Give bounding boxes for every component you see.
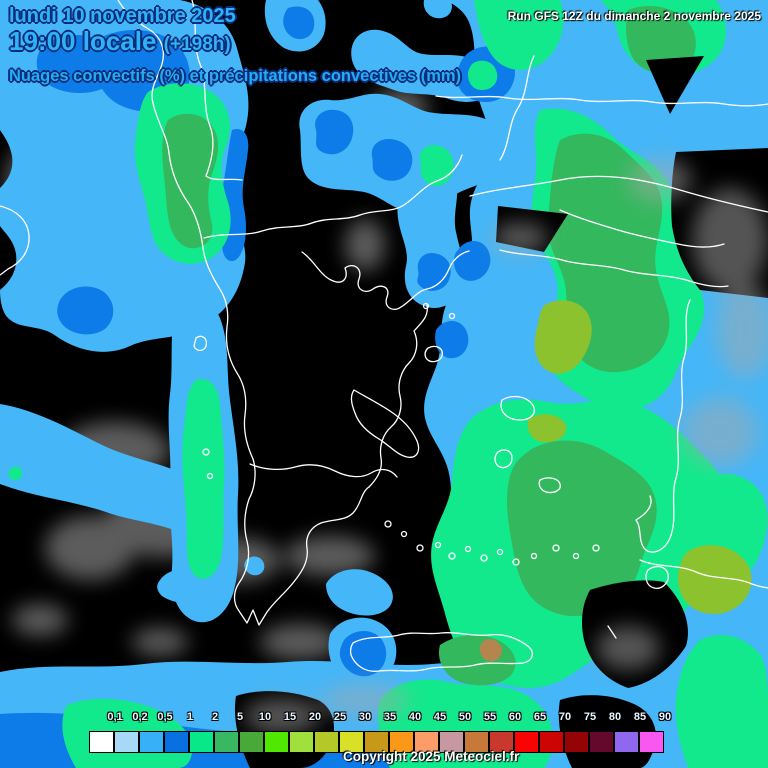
legend-label: 30 <box>358 711 372 723</box>
legend-label: 70 <box>558 711 572 723</box>
legend-label: 0,5 <box>157 711 173 723</box>
legend-swatch <box>264 731 289 753</box>
precipitation-legend <box>89 731 664 753</box>
copyright-text: Copyright 2025 Meteociel.fr <box>343 749 520 764</box>
legend-label: 20 <box>308 711 322 723</box>
legend-swatch <box>414 731 439 753</box>
time-title: 19:00 locale (+198h) <box>9 26 231 57</box>
legend-swatch <box>464 731 489 753</box>
legend-swatch <box>89 731 114 753</box>
cloud-cover-layer-front <box>244 158 768 734</box>
legend-swatch <box>339 731 364 753</box>
legend-swatch <box>289 731 314 753</box>
legend-label: 10 <box>258 711 272 723</box>
precip-intense-layer <box>527 300 752 615</box>
legend-label: 0,2 <box>132 711 148 723</box>
legend-swatch <box>614 731 639 753</box>
legend-swatch <box>564 731 589 753</box>
legend-label: 1 <box>186 711 194 723</box>
legend-label: 40 <box>408 711 422 723</box>
forecast-offset-label: (+198h) <box>163 34 231 55</box>
coastlines <box>0 0 768 672</box>
precip-spot <box>479 639 502 662</box>
legend-label: 35 <box>383 711 397 723</box>
legend-swatch <box>189 731 214 753</box>
legend-label: 45 <box>433 711 447 723</box>
legend-label: 25 <box>333 711 347 723</box>
map-subtitle: Nuages convectifs (%) et précipitations … <box>9 67 462 85</box>
legend-label: 5 <box>236 711 244 723</box>
legend-label: 55 <box>483 711 497 723</box>
date-title: lundi 10 novembre 2025 <box>9 5 236 27</box>
legend-label: 0,1 <box>107 711 123 723</box>
legend-swatch <box>139 731 164 753</box>
legend-swatch <box>589 731 614 753</box>
legend-label: 65 <box>533 711 547 723</box>
legend-swatch <box>364 731 389 753</box>
legend-swatch <box>214 731 239 753</box>
time-label: 19:00 locale <box>9 26 157 56</box>
legend-swatch <box>489 731 514 753</box>
legend-swatch <box>514 731 539 753</box>
legend-label: 90 <box>658 711 672 723</box>
legend-labels: 0,1 0,2 0,5 1 2 5 10 15 20 25 30 35 40 45 50 55 60 65 70 75… <box>90 711 690 728</box>
legend-label: 50 <box>458 711 472 723</box>
legend-label: 15 <box>283 711 297 723</box>
legend-swatch <box>239 731 264 753</box>
legend-swatch <box>439 731 464 753</box>
legend-swatch <box>539 731 564 753</box>
legend-swatch <box>164 731 189 753</box>
legend-label: 80 <box>608 711 622 723</box>
legend-label: 75 <box>583 711 597 723</box>
legend-swatch <box>389 731 414 753</box>
legend-swatch <box>314 731 339 753</box>
legend-swatch <box>639 731 664 753</box>
legend-label: 85 <box>633 711 647 723</box>
run-info: Run GFS 12Z du dimanche 2 novembre 2025 <box>507 9 761 23</box>
legend-label: 2 <box>211 711 219 723</box>
legend-swatch <box>114 731 139 753</box>
legend-label: 60 <box>508 711 522 723</box>
